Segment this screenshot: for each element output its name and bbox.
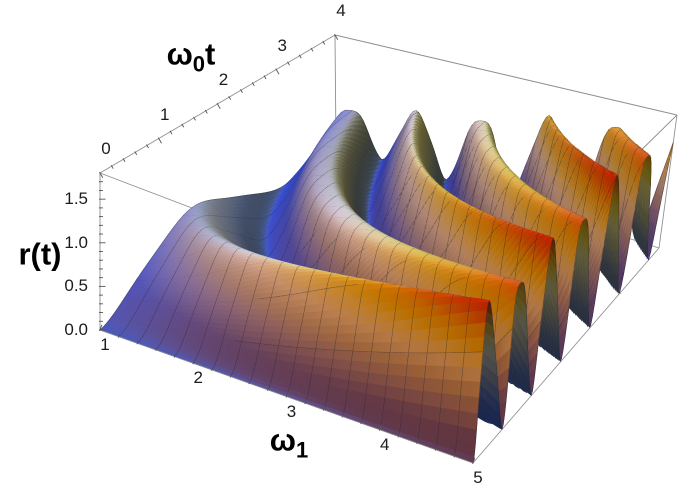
y-axis-label-base: ω [166, 36, 193, 72]
y-axis-label-tail: t [205, 36, 216, 72]
x-axis-label-base: ω [269, 422, 296, 458]
x-axis-label-sub: 1 [295, 437, 309, 463]
y-axis-label: ω0t [167, 38, 216, 75]
y-axis-label-sub: 0 [192, 51, 206, 77]
x-axis-label: ω1 [270, 424, 308, 461]
z-axis-label: r(t) [18, 236, 62, 272]
